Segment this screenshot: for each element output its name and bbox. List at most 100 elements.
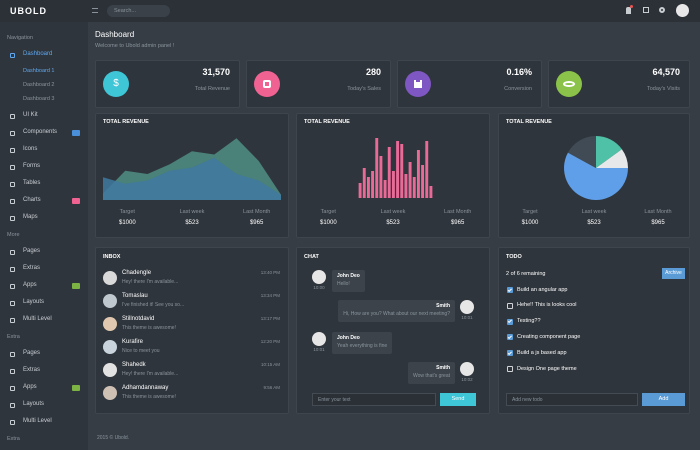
page-subtitle: Welcome to Ubold admin panel !	[95, 43, 175, 49]
panel-title: TODO	[506, 254, 522, 260]
check-mark	[507, 334, 512, 339]
menu-item[interactable]: Multi Level	[23, 418, 52, 424]
summary-label: Last week	[380, 209, 406, 215]
todo-checkbox[interactable]	[507, 318, 513, 325]
sender-name[interactable]: Chadengle	[122, 270, 152, 276]
send-button[interactable]: Send	[440, 393, 476, 406]
check-mark	[507, 287, 512, 292]
avatar	[103, 271, 117, 285]
user-avatar[interactable]	[676, 4, 689, 17]
sender-name[interactable]: Shahedk	[122, 362, 146, 368]
summary-label: Last Month	[243, 209, 271, 215]
summary-value: $523	[185, 220, 199, 226]
chart-title: TOTAL REVENUE	[304, 119, 350, 125]
avatar	[460, 300, 474, 314]
menu-item[interactable]: Forms	[23, 163, 40, 169]
stat-glyph	[414, 80, 422, 88]
menu-icon	[10, 148, 15, 153]
chat-bubble: Smith Wow that's great	[408, 362, 455, 384]
menu-item[interactable]: Multi Level	[23, 316, 52, 322]
chat-time: 10:00	[313, 285, 325, 290]
summary-label: Last week	[179, 209, 205, 215]
chat-bubble: John Deo Hello!	[332, 270, 365, 292]
menu-icon	[10, 352, 15, 357]
submenu-item[interactable]: Dashboard 3	[23, 96, 55, 102]
menu-item[interactable]: Layouts	[23, 401, 45, 407]
menu-item[interactable]: Tables	[23, 180, 41, 186]
menu-icon	[10, 284, 15, 289]
message-preview: Nice to meet you	[122, 348, 160, 354]
stat-icon	[556, 71, 582, 97]
menu-icon	[10, 182, 15, 187]
settings-icon[interactable]	[659, 7, 665, 13]
topbar	[0, 0, 700, 22]
todo-checkbox[interactable]	[507, 334, 513, 341]
search-box[interactable]: Search...	[107, 5, 170, 17]
menu-icon	[10, 301, 15, 306]
menu-item[interactable]: Layouts	[23, 299, 45, 305]
menu-item[interactable]: UI Kit	[23, 112, 38, 118]
bell-icon[interactable]	[626, 7, 631, 14]
summary-label: Target	[320, 209, 336, 215]
fullscreen-icon[interactable]	[643, 7, 649, 13]
stat-value: 31,570	[202, 67, 230, 77]
menu-icon	[10, 318, 15, 323]
todo-text: Build an angular app	[517, 286, 568, 293]
menu-item[interactable]: Maps	[23, 214, 38, 220]
stat-card card	[397, 60, 542, 108]
todo-checkbox[interactable]	[507, 287, 513, 293]
chat-text: Yeah everything is fine	[337, 343, 388, 349]
chat-text: Hello!	[337, 281, 350, 287]
stat-label: Today's Visits	[646, 86, 680, 92]
chat-input[interactable]: Enter your text	[312, 393, 436, 406]
add-button[interactable]: Add	[642, 393, 685, 406]
menu-item[interactable]: Apps	[23, 384, 37, 390]
menu-item[interactable]: Components	[23, 129, 58, 135]
check-mark	[507, 318, 512, 323]
avatar	[103, 294, 117, 308]
avatar	[312, 270, 326, 284]
menu-item[interactable]: Extras	[23, 265, 41, 271]
message-preview: This theme is awesome!	[122, 394, 176, 400]
summary-value: $523	[386, 220, 400, 226]
submenu-item[interactable]: Dashboard 2	[23, 82, 55, 88]
menu-item[interactable]: Dashboard	[23, 51, 53, 57]
check-mark	[507, 350, 512, 355]
menu-item[interactable]: Extras	[23, 367, 41, 373]
sidebar-heading: More	[7, 232, 20, 238]
message-preview: Hey! there I'm available...	[122, 279, 179, 285]
stat-glyph	[563, 81, 575, 87]
todo-checkbox[interactable]	[507, 350, 513, 357]
summary-value: $965	[450, 220, 465, 226]
menu-item[interactable]: Pages	[23, 350, 41, 356]
sender-name[interactable]: Adhamdannaway	[122, 385, 169, 391]
sender-name[interactable]: Tomaslau	[122, 293, 148, 299]
logo: UBOLD	[10, 6, 47, 16]
sender-name[interactable]: Kurafire	[122, 339, 144, 345]
menu-item[interactable]: Icons	[23, 146, 38, 152]
chat-text: Wow that's great	[413, 373, 450, 379]
chat-sender: John Deo	[337, 335, 360, 341]
todo-input[interactable]: Add new todo	[506, 393, 638, 406]
archive-button[interactable]: Archive	[662, 268, 685, 279]
todo-checkbox[interactable]	[507, 366, 513, 372]
summary-label: Target	[119, 209, 135, 215]
panel-card	[296, 247, 490, 414]
menu-icon	[10, 165, 15, 170]
stat-value: 280	[365, 67, 381, 77]
menu-item[interactable]: Charts	[23, 197, 41, 203]
summary-value: $1000	[521, 220, 539, 226]
menu-icon	[10, 53, 15, 58]
menu-item[interactable]: Apps	[23, 282, 37, 288]
stat-value: 0.16%	[506, 67, 532, 77]
sender-name[interactable]: Stillnotdavid	[122, 316, 155, 322]
menu-icon	[10, 369, 15, 374]
menu-icon	[10, 267, 15, 272]
chart-title: TOTAL REVENUE	[506, 119, 552, 125]
summary-value: $965	[651, 220, 665, 226]
todo-checkbox[interactable]	[507, 302, 513, 309]
submenu-item[interactable]: Dashboard 1	[23, 68, 55, 74]
bell-dot	[630, 5, 633, 8]
sidebar-heading: Navigation	[7, 35, 33, 41]
menu-item[interactable]: Pages	[23, 248, 41, 254]
